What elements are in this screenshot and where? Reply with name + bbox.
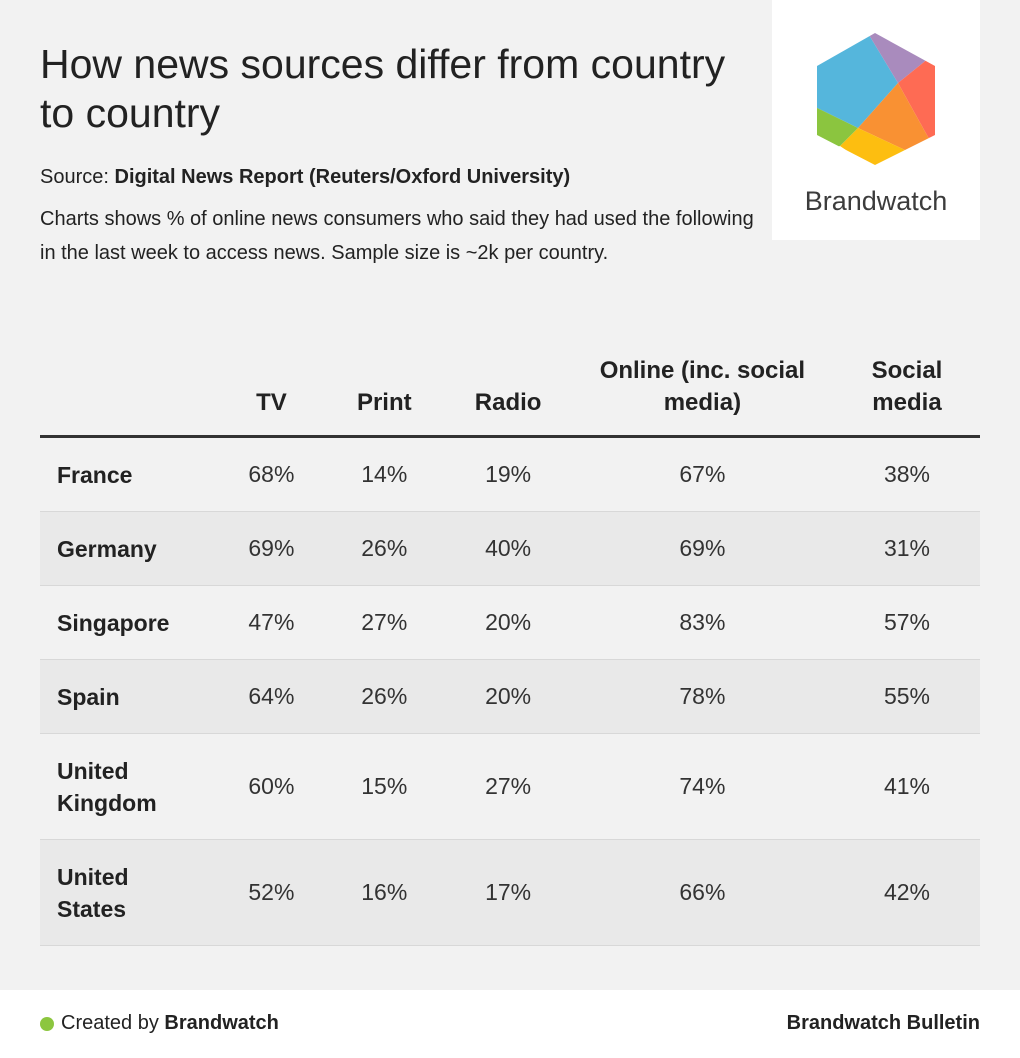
column-header-print: Print bbox=[323, 355, 446, 438]
country-cell: Spain bbox=[40, 659, 220, 734]
footer: Created by Brandwatch Brandwatch Bulleti… bbox=[0, 990, 1020, 1058]
value-cell: 31% bbox=[833, 511, 980, 586]
brandwatch-logo: Brandwatch bbox=[772, 0, 980, 240]
value-cell: 78% bbox=[570, 659, 834, 734]
value-cell: 27% bbox=[323, 585, 446, 660]
value-cell: 26% bbox=[323, 511, 446, 586]
table-row: United States 52% 16% 17% 66% 42% bbox=[40, 839, 980, 946]
created-by-label: Created by bbox=[61, 1012, 159, 1034]
source-label: Source: bbox=[40, 166, 109, 188]
logo-text: Brandwatch bbox=[804, 186, 948, 216]
value-cell: 69% bbox=[219, 511, 324, 586]
value-cell: 57% bbox=[833, 585, 980, 660]
value-cell: 27% bbox=[445, 733, 571, 840]
news-sources-table: TV Print Radio Online (inc. social media… bbox=[40, 355, 980, 946]
value-cell: 67% bbox=[570, 436, 834, 512]
bulletin-label: Brandwatch Bulletin bbox=[786, 1012, 980, 1034]
column-header-country bbox=[40, 355, 220, 438]
value-cell: 64% bbox=[219, 659, 324, 734]
value-cell: 83% bbox=[570, 585, 834, 660]
column-header-radio: Radio bbox=[445, 355, 571, 438]
table-header-row: TV Print Radio Online (inc. social media… bbox=[40, 355, 980, 438]
value-cell: 20% bbox=[445, 659, 571, 734]
value-cell: 52% bbox=[219, 839, 324, 946]
table-row: France 68% 14% 19% 67% 38% bbox=[40, 436, 980, 512]
value-cell: 17% bbox=[445, 839, 571, 946]
value-cell: 69% bbox=[570, 511, 834, 586]
chart-title: How news sources differ from country to … bbox=[40, 41, 726, 136]
country-cell: United States bbox=[40, 839, 220, 946]
column-header-online: Online (inc. social media) bbox=[570, 355, 834, 438]
source-line: Source: Digital News Report (Reuters/Oxf… bbox=[40, 166, 570, 189]
value-cell: 14% bbox=[323, 436, 446, 512]
green-dot-icon bbox=[40, 1016, 54, 1031]
hexagon-logo-icon bbox=[817, 33, 935, 165]
value-cell: 60% bbox=[219, 733, 324, 840]
table-row: United Kingdom 60% 15% 27% 74% 41% bbox=[40, 733, 980, 840]
value-cell: 68% bbox=[219, 436, 324, 512]
value-cell: 74% bbox=[570, 733, 834, 840]
value-cell: 19% bbox=[445, 436, 571, 512]
country-cell: Germany bbox=[40, 511, 220, 586]
table-row: Germany 69% 26% 40% 69% 31% bbox=[40, 511, 980, 586]
value-cell: 38% bbox=[833, 436, 980, 512]
value-cell: 40% bbox=[445, 511, 571, 586]
created-by-brand: Brandwatch bbox=[164, 1012, 279, 1034]
value-cell: 20% bbox=[445, 585, 571, 660]
source-name: Digital News Report (Reuters/Oxford Univ… bbox=[114, 166, 571, 188]
description: Charts shows % of online news consumers … bbox=[40, 208, 754, 264]
value-cell: 47% bbox=[219, 585, 324, 660]
table-row: Singapore 47% 27% 20% 83% 57% bbox=[40, 585, 980, 660]
country-cell: Singapore bbox=[40, 585, 220, 660]
credit: Created by Brandwatch bbox=[40, 1012, 279, 1035]
table-row: Spain 64% 26% 20% 78% 55% bbox=[40, 659, 980, 734]
value-cell: 66% bbox=[570, 839, 834, 946]
value-cell: 26% bbox=[323, 659, 446, 734]
column-header-tv: TV bbox=[219, 355, 324, 438]
value-cell: 15% bbox=[323, 733, 446, 840]
value-cell: 55% bbox=[833, 659, 980, 734]
value-cell: 42% bbox=[833, 839, 980, 946]
country-cell: France bbox=[40, 436, 220, 512]
column-header-social: Social media bbox=[833, 355, 980, 438]
value-cell: 16% bbox=[323, 839, 446, 946]
country-cell: United Kingdom bbox=[40, 733, 220, 840]
value-cell: 41% bbox=[833, 733, 980, 840]
